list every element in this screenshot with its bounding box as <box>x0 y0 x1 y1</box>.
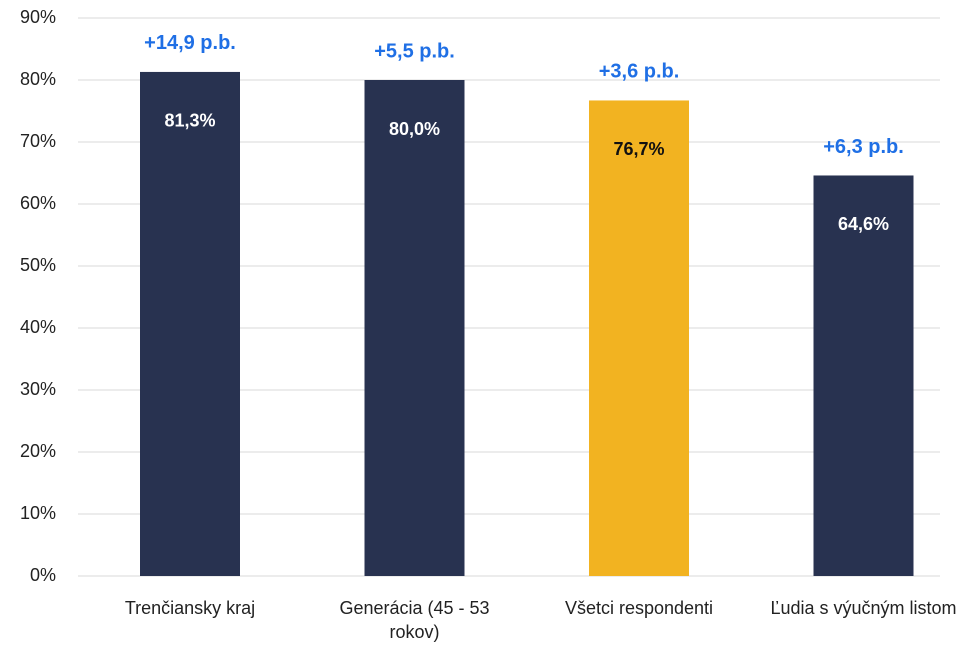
bar <box>813 175 914 577</box>
y-tick-label: 80% <box>20 69 56 89</box>
annotation: +5,5 p.b. <box>374 40 455 62</box>
y-tick-label: 70% <box>20 131 56 151</box>
value-label: 76,7% <box>613 139 664 159</box>
annotation: +14,9 p.b. <box>144 32 236 54</box>
x-tick-label: Trenčiansky kraj <box>124 598 256 618</box>
y-tick-label: 90% <box>20 7 56 27</box>
y-tick-label: 60% <box>20 193 56 213</box>
y-tick-label: 10% <box>20 503 56 523</box>
annotation: +3,6 p.b. <box>599 61 680 83</box>
bar <box>364 80 465 576</box>
annotation: +6,3 p.b. <box>823 136 904 158</box>
y-tick-label: 30% <box>20 379 56 399</box>
y-tick-label: 0% <box>30 565 56 585</box>
x-tick-label: Ľudia s výučným listom <box>770 598 957 618</box>
x-tick-label: Všetci respondenti <box>564 598 714 618</box>
y-tick-label: 40% <box>20 317 56 337</box>
bar <box>589 100 689 577</box>
y-tick-label: 20% <box>20 441 56 461</box>
value-label: 80,0% <box>389 119 440 139</box>
value-label: 81,3% <box>164 111 215 131</box>
y-tick-label: 50% <box>20 255 56 275</box>
bar <box>140 71 240 576</box>
x-tick-label: Generácia (45 - 53 rokov) <box>339 598 490 642</box>
value-label: 64,6% <box>838 214 889 234</box>
